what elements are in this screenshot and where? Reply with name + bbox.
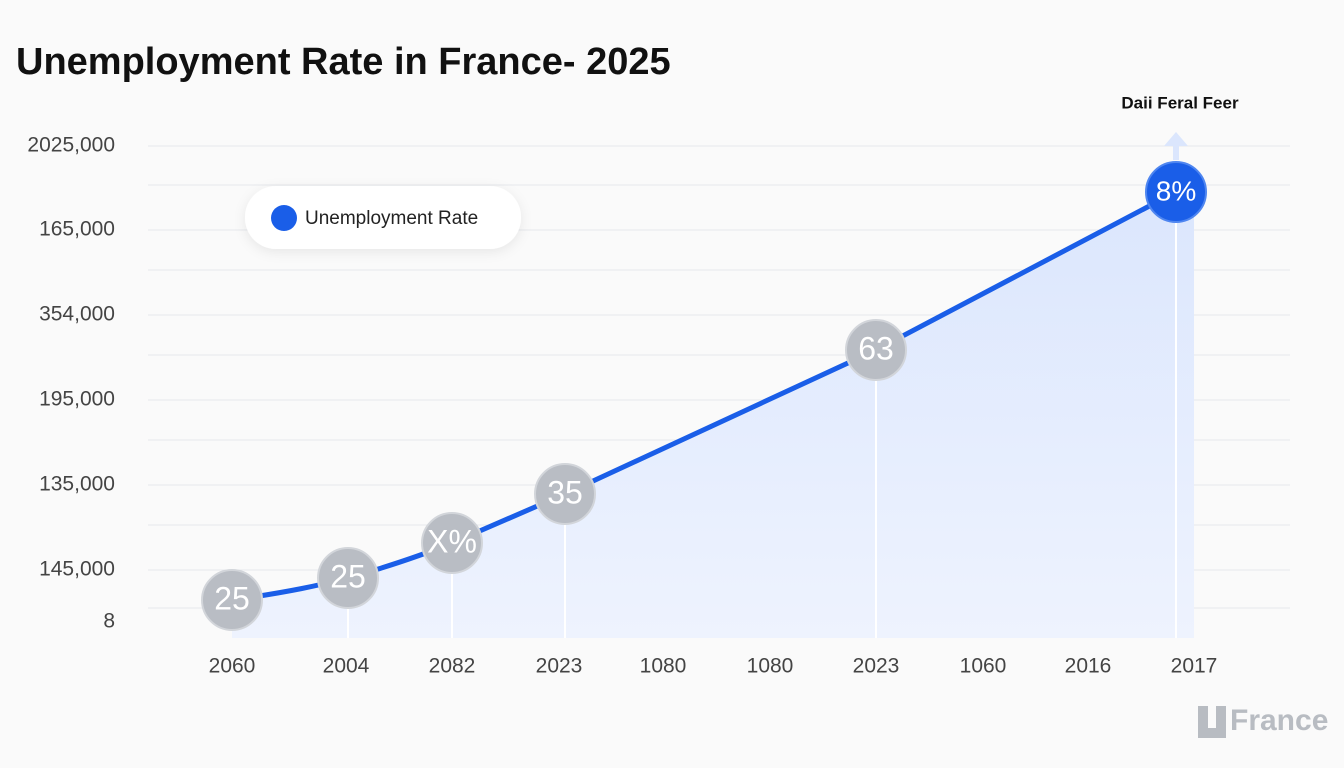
point-label: 63	[858, 330, 894, 366]
y-axis-label: 145,000	[39, 558, 115, 581]
x-axis-label: 2023	[853, 655, 900, 678]
point	[421, 512, 483, 574]
x-axis-label: 1060	[960, 655, 1007, 678]
point-label: 25	[214, 580, 250, 616]
point	[317, 547, 379, 609]
area	[232, 192, 1194, 638]
point-label: 8%	[1156, 175, 1196, 206]
legend-label: Unemployment Rate	[305, 208, 478, 229]
x-axis-label: 1080	[747, 655, 794, 678]
y-axis-label: 354,000	[39, 303, 115, 326]
y-axis-label: 195,000	[39, 388, 115, 411]
x-axis-label: 2017	[1171, 655, 1218, 678]
points: 25 25 X% 35 63 8%	[201, 161, 1207, 631]
x-axis-label: 2016	[1065, 655, 1112, 678]
y-axis-label: 135,000	[39, 473, 115, 496]
watermark: France	[1230, 704, 1328, 737]
title: Unemployment Rate in France- 2025	[16, 41, 671, 83]
x-axis-label: 2004	[323, 655, 370, 678]
y-axis-label: 8	[103, 610, 115, 633]
point	[534, 463, 596, 525]
y-axis-label: 2025,000	[27, 134, 115, 157]
legend-box	[245, 186, 521, 249]
point	[201, 569, 263, 631]
point-label: 25	[330, 558, 366, 594]
x-axis-label: 2060	[209, 655, 256, 678]
point-label: 35	[547, 474, 583, 510]
point	[845, 319, 907, 381]
point	[1145, 161, 1207, 223]
annotation: Daii Feral Feer	[1121, 93, 1239, 112]
watermark-logo	[1198, 706, 1226, 738]
legend-swatch	[271, 205, 297, 231]
point-label: X%	[427, 523, 477, 559]
x-axis-label: 2023	[536, 655, 583, 678]
y-axis-label: 165,000	[39, 218, 115, 241]
x-axis-label: 2082	[429, 655, 476, 678]
arrow-head	[1164, 132, 1188, 146]
x-axis-label: 1080	[640, 655, 687, 678]
